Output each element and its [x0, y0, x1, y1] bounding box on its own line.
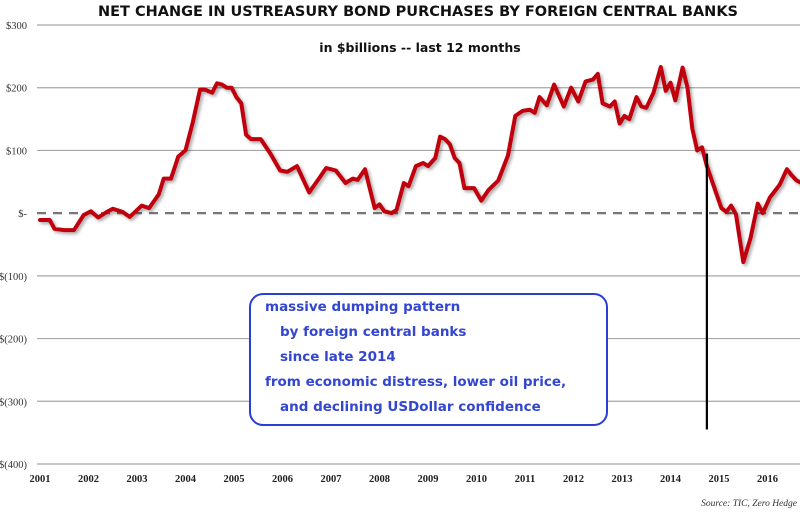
x-tick-label: 2009: [418, 474, 439, 485]
x-tick-label: 2011: [515, 474, 535, 485]
x-tick-label: 2010: [466, 474, 487, 485]
y-axis: $300 $200 $100 $- $(100) $(200) $(300) $(400): [0, 21, 28, 471]
x-tick-label: 2004: [175, 474, 197, 485]
x-tick-label: 2005: [224, 474, 245, 485]
x-tick-label: 2014: [660, 474, 682, 485]
annotation-line-1: massive dumping pattern: [265, 299, 461, 315]
x-tick-label: 2002: [78, 474, 99, 485]
x-tick-label: 2015: [709, 474, 730, 485]
y-tick-label: $-: [18, 209, 27, 220]
y-tick-label: $(200): [0, 335, 27, 346]
x-tick-label: 2007: [321, 474, 342, 485]
y-tick-label: $300: [6, 21, 27, 32]
y-tick-label: $(100): [0, 272, 27, 283]
annotation-line-5: and declining USDollar confidence: [280, 399, 541, 415]
x-tick-label: 2012: [563, 474, 584, 485]
source-note: Source: TIC, Zero Hedge: [701, 499, 797, 509]
x-axis: 2001 2002 2003 2004 2005 2006 2007 2008 2009 2010…: [30, 474, 779, 485]
annotation-box: massive dumping pattern by foreign centr…: [249, 293, 608, 426]
annotation-line-4: from economic distress, lower oil price,: [265, 374, 567, 390]
y-tick-label: $(300): [0, 397, 27, 408]
series-layer: [38, 65, 800, 265]
chart-subtitle: in $billions -- last 12 months: [319, 40, 520, 55]
y-tick-label: $100: [6, 146, 27, 157]
x-tick-label: 2001: [30, 474, 51, 485]
series-line: [38, 65, 800, 265]
chart-title: NET CHANGE IN USTREASURY BOND PURCHASES …: [98, 4, 738, 20]
y-tick-label: $(400): [0, 460, 27, 471]
x-tick-label: 2003: [127, 474, 148, 485]
x-tick-label: 2006: [272, 474, 293, 485]
x-tick-label: 2016: [757, 474, 778, 485]
annotation-line-3: since late 2014: [280, 349, 396, 365]
x-tick-label: 2013: [612, 474, 633, 485]
y-tick-label: $200: [6, 84, 27, 95]
annotation-line-2: by foreign central banks: [280, 324, 467, 340]
x-tick-label: 2008: [369, 474, 390, 485]
